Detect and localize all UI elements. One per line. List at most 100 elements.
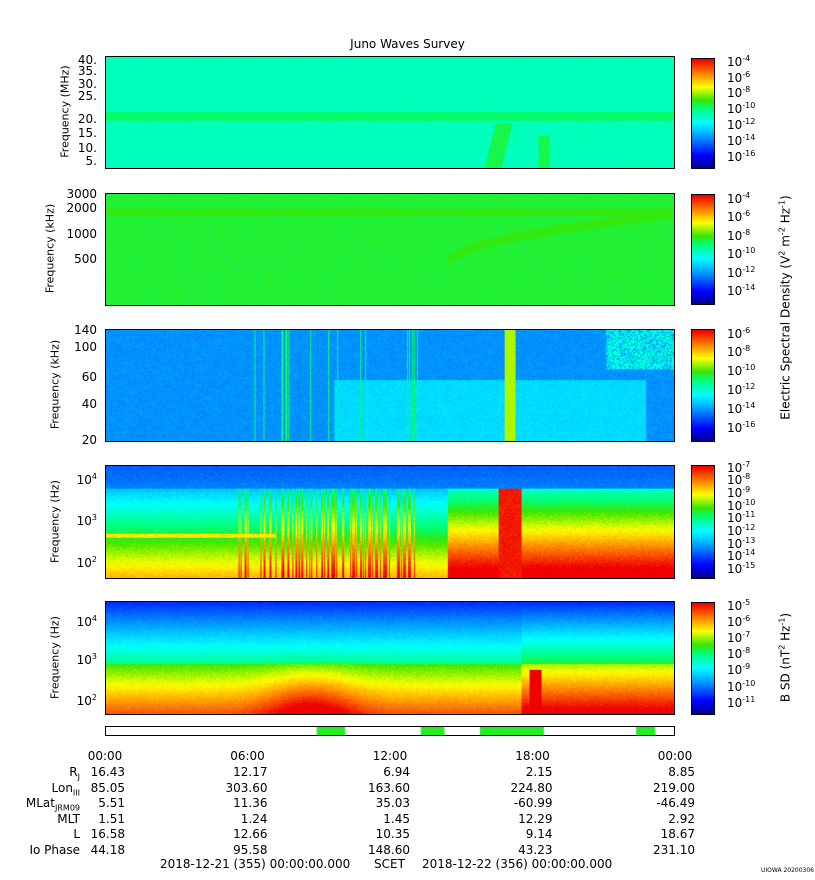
- y-tick-label: 20: [81, 433, 97, 448]
- colorbar-tick-label: 10-12: [727, 117, 756, 133]
- colorbar-tick-label: 10-16: [727, 419, 756, 435]
- ephemeris-value: 163.60: [368, 780, 410, 795]
- ephemeris-value: 6.94: [383, 765, 410, 779]
- y-tick-label: 1000: [66, 226, 97, 241]
- ephemeris-value: 12.66: [233, 827, 268, 841]
- ephemeris-value: 11.36: [233, 796, 268, 810]
- ephemeris-value: 1.51: [98, 811, 125, 826]
- ephemeris-value: 18.67: [660, 827, 695, 841]
- ephemeris-value: 231.10: [653, 842, 695, 857]
- time-tick-label: 12:00: [372, 749, 408, 763]
- ephemeris-value: 16.58: [90, 827, 125, 841]
- ephemeris-value: 8.85: [668, 765, 695, 779]
- magnetic-colorbar-title: B SD (nT2 Hz-1): [777, 612, 793, 703]
- ephemeris-value: -60.99: [513, 796, 553, 810]
- y-tick-label: 140: [74, 323, 97, 338]
- colorbar-4: [691, 465, 715, 579]
- ephemeris-label: RJ: [69, 765, 80, 782]
- ephemeris-label: LonIII: [51, 780, 81, 797]
- y-tick-label: 102: [76, 693, 97, 709]
- colorbar-tick-label: 10-10: [727, 678, 756, 694]
- chart-title: Juno Waves Survey: [350, 37, 465, 51]
- y-tick-label: 20.: [77, 112, 97, 127]
- y-tick-label: 5.: [85, 154, 97, 169]
- colorbar-tick-label: 10-10: [727, 246, 756, 262]
- footer-start: 2018-12-21 (355) 00:00:00.000: [160, 857, 351, 871]
- ephemeris-value: 224.80: [510, 780, 553, 795]
- mode-bar: [105, 726, 675, 736]
- ephemeris-value: 2.92: [668, 811, 695, 826]
- y-tick-label: 10.: [77, 140, 97, 155]
- ephemeris-value: 303.60: [225, 780, 268, 795]
- y-tick-label: 40.: [77, 52, 97, 67]
- colorbar-tick-label: 10-12: [727, 264, 756, 280]
- colorbar-tick-label: 10-12: [727, 382, 756, 398]
- colorbar-tick-label: 10-8: [727, 472, 751, 488]
- colorbar-tick-label: 10-8: [727, 85, 751, 101]
- colorbar-tick-label: 10-14: [727, 283, 756, 299]
- colorbar-tick-label: 10-9: [727, 485, 751, 501]
- y-tick-label: 25.: [77, 88, 97, 103]
- ephemeris-value: 148.60: [368, 842, 410, 857]
- colorbar-tick-label: 10-7: [727, 630, 751, 646]
- colorbar-tick-label: 10-4: [727, 53, 751, 69]
- uiowa-stamp: UIOWA 20200306: [760, 867, 814, 874]
- y-tick-label: 40: [81, 396, 97, 411]
- y-tick-label: 15.: [77, 125, 97, 140]
- ephemeris-value: 9.14: [525, 827, 553, 841]
- time-tick-label: 06:00: [230, 749, 265, 763]
- colorbar-tick-label: 10-6: [727, 325, 751, 341]
- colorbar-tick-label: 10-10: [727, 497, 756, 513]
- ephemeris-value: 44.18: [90, 842, 125, 857]
- colorbar-2: [691, 194, 715, 305]
- spectrogram-panel-2: [105, 193, 675, 306]
- colorbar-tick-label: 10-15: [727, 561, 756, 577]
- colorbar-tick-label: 10-14: [727, 548, 756, 564]
- y-tick-label: 102: [76, 555, 97, 571]
- spectrogram-panel-5: [105, 601, 675, 715]
- colorbar-tick-label: 10-4: [727, 190, 751, 206]
- ephemeris-label: MLT: [57, 811, 80, 826]
- electric-colorbar-title: Electric Spectral Density (V2 m-2 Hz-1): [777, 195, 793, 420]
- ephemeris-value: 95.58: [233, 842, 268, 857]
- ephemeris-label: Io Phase: [29, 842, 80, 857]
- y-tick-label: 30.: [77, 76, 97, 91]
- ephemeris-value: 43.23: [518, 842, 553, 857]
- colorbar-tick-label: 10-5: [727, 597, 751, 613]
- time-tick-label: 00:00: [87, 749, 123, 763]
- time-tick-label: 00:00: [657, 749, 693, 763]
- ephemeris-value: 5.51: [98, 796, 125, 810]
- y-tick-label: 104: [76, 613, 97, 629]
- ephemeris-value: 12.29: [518, 811, 553, 826]
- ephemeris-value: 1.24: [240, 811, 268, 826]
- y-tick-label: 103: [76, 652, 97, 668]
- colorbar-tick-label: 10-6: [727, 209, 751, 225]
- ephemeris-label: L: [73, 827, 80, 841]
- ephemeris-label: MLatJRM09: [25, 796, 80, 813]
- colorbar-3: [691, 329, 715, 442]
- ephemeris-value: 2.15: [525, 765, 553, 779]
- ephemeris-value: 85.05: [90, 780, 125, 795]
- colorbar-tick-label: 10-11: [727, 510, 756, 526]
- ephemeris-value: 16.43: [90, 765, 125, 779]
- spectrogram-panel-3: [105, 329, 675, 442]
- colorbar-tick-label: 10-14: [727, 400, 756, 416]
- footer-end: 2018-12-22 (356) 00:00:00.000: [422, 857, 613, 871]
- colorbar-tick-label: 10-16: [727, 148, 756, 164]
- colorbar-1: [691, 58, 715, 169]
- y-tick-label: 35.: [77, 64, 97, 79]
- colorbar-tick-label: 10-11: [727, 694, 756, 710]
- colorbar-tick-label: 10-9: [727, 662, 751, 678]
- ephemeris-value: 35.03: [375, 796, 410, 810]
- colorbar-tick-label: 10-10: [727, 101, 756, 117]
- footer-scet: SCET: [374, 857, 405, 871]
- colorbar-tick-label: 10-8: [727, 646, 751, 662]
- ephemeris-value: 12.17: [233, 765, 268, 779]
- colorbar-tick-label: 10-8: [727, 227, 751, 243]
- ephemeris-value: -46.49: [656, 796, 695, 810]
- y-tick-label: 100: [74, 340, 97, 355]
- ephemeris-value: 10.35: [375, 827, 410, 841]
- y-tick-label: 104: [76, 471, 97, 487]
- ephemeris-value: 1.45: [383, 811, 410, 826]
- spectrogram-panel-4: [105, 465, 675, 579]
